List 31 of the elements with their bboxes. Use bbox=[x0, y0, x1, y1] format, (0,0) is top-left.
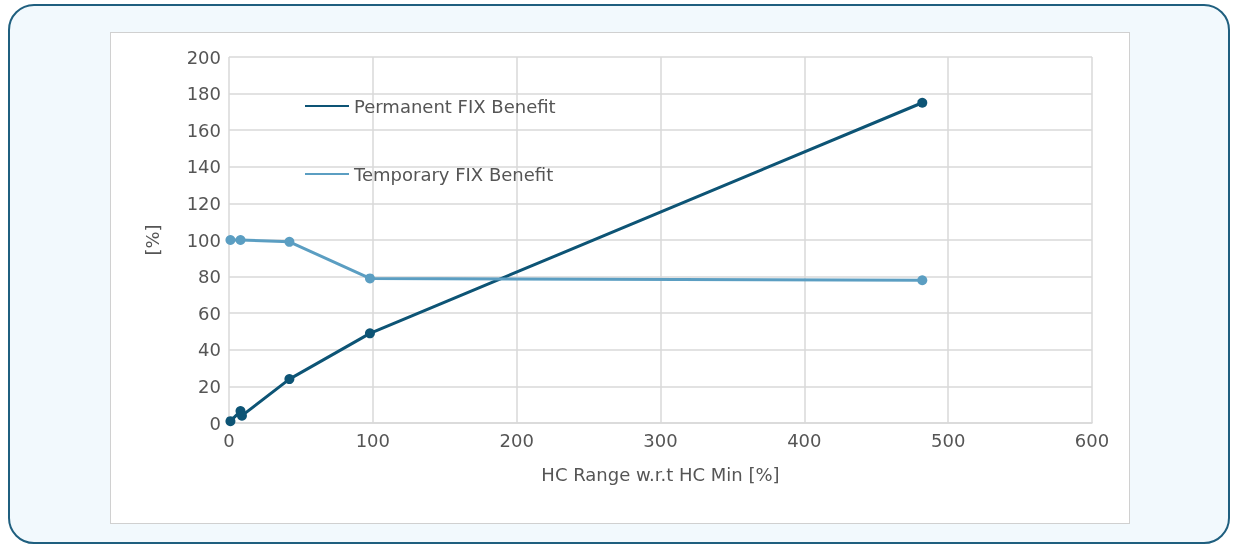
point bbox=[284, 236, 295, 247]
y-tick-label: 20 bbox=[198, 375, 221, 397]
y-tick-label: 140 bbox=[186, 156, 221, 178]
x-axis-title: HC Range w.r.t HC Min [%] bbox=[541, 463, 780, 485]
y-tick-label: 200 bbox=[186, 46, 221, 68]
y-tick-label: 180 bbox=[186, 83, 221, 105]
x-tick-label: 500 bbox=[930, 429, 966, 451]
point bbox=[364, 328, 375, 339]
y-tick-label: 80 bbox=[198, 266, 221, 288]
y-tick-label: 120 bbox=[186, 192, 221, 214]
x-tick-label: 100 bbox=[355, 429, 391, 451]
y-axis-title: [%] bbox=[141, 224, 163, 256]
x-tick-label: 400 bbox=[787, 429, 822, 451]
x-tick-label: 0 bbox=[223, 429, 235, 451]
y-tick-label: 0 bbox=[209, 412, 221, 434]
x-tick-label: 300 bbox=[643, 429, 678, 451]
point bbox=[225, 235, 236, 245]
point bbox=[284, 374, 295, 385]
legend-label: Permanent FIX Benefit bbox=[354, 95, 556, 117]
x-tick-label: 600 bbox=[1074, 429, 1110, 451]
legend-label: Temporary FIX Benefit bbox=[353, 163, 554, 185]
y-tick-label: 160 bbox=[186, 119, 221, 141]
x-tick-label: 200 bbox=[499, 429, 534, 451]
y-tick-label: 60 bbox=[198, 302, 221, 324]
point bbox=[364, 273, 375, 284]
y-tick-label: 40 bbox=[198, 339, 221, 361]
point bbox=[225, 416, 236, 427]
point bbox=[917, 275, 928, 286]
point bbox=[235, 235, 246, 245]
y-tick-label: 100 bbox=[186, 229, 221, 251]
point bbox=[917, 97, 928, 108]
